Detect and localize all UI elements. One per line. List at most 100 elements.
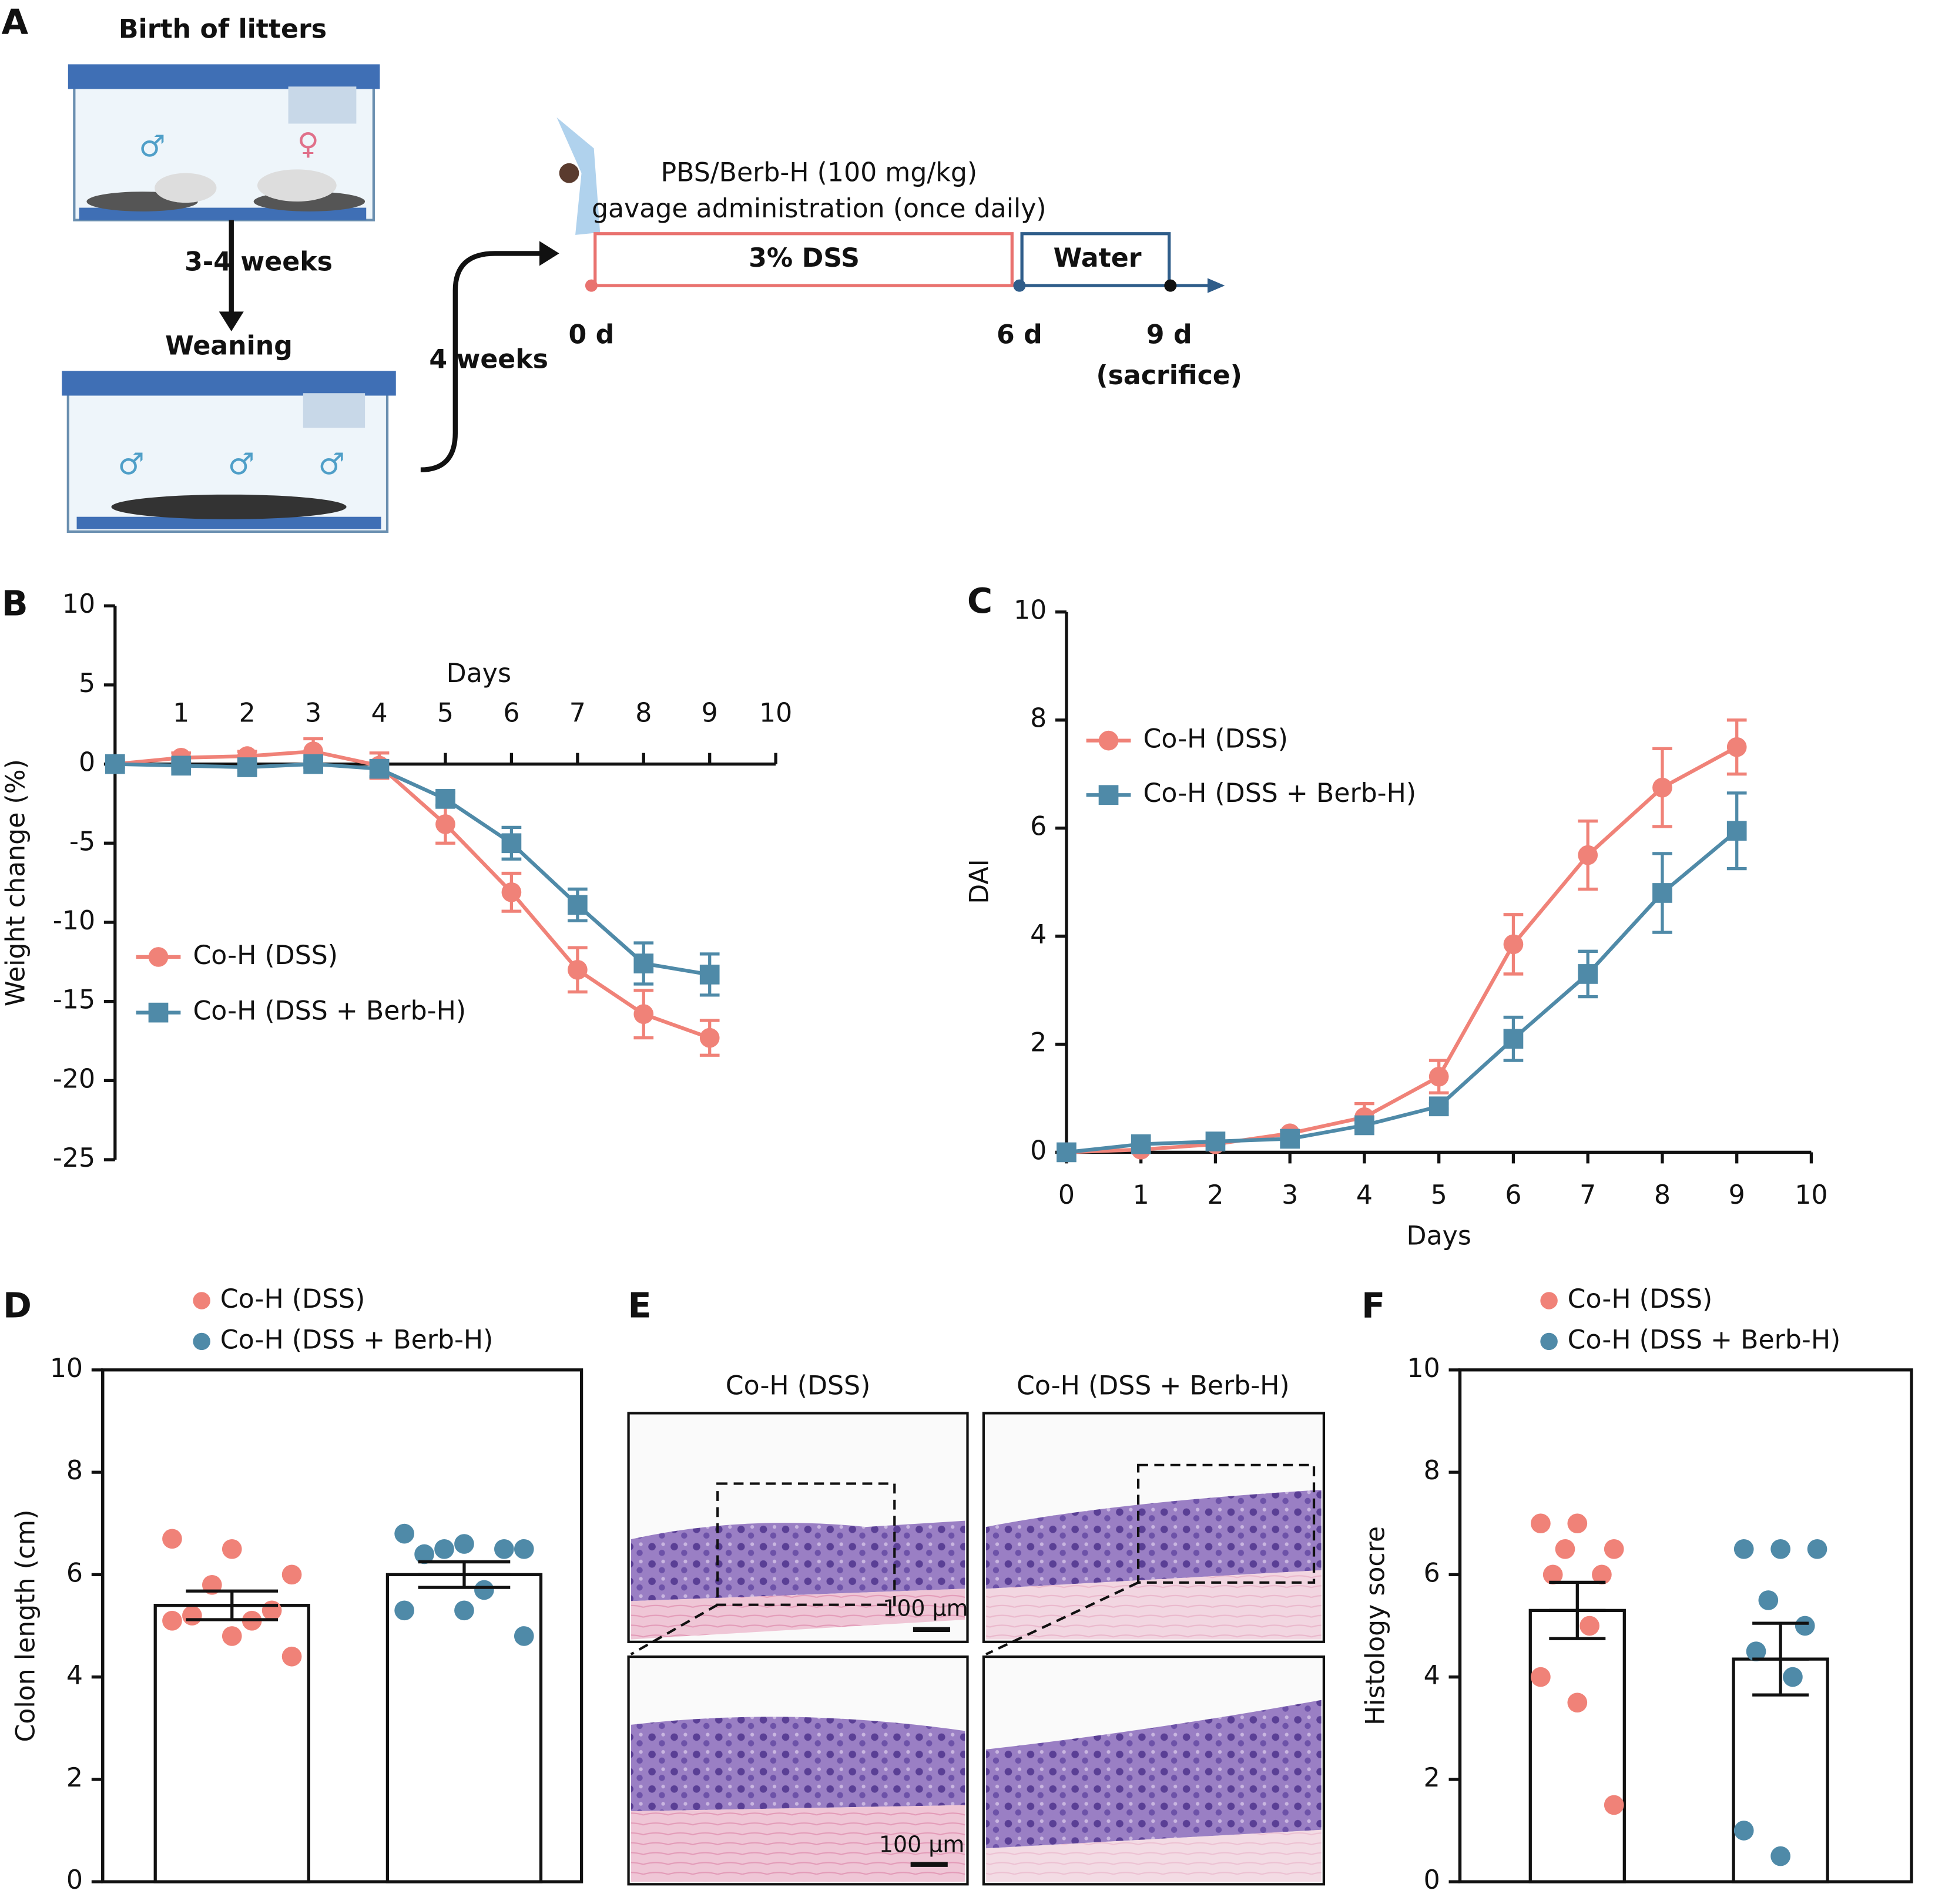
point [1428, 1066, 1449, 1087]
point [1652, 777, 1672, 798]
symbol: ♂ [228, 446, 254, 481]
x-axis-label: Days [1407, 1221, 1471, 1251]
panel-a-drawing [62, 64, 1225, 533]
y-tick-label: 6 [1030, 812, 1047, 842]
data-point [434, 1539, 454, 1559]
point [1652, 883, 1672, 903]
legend-label: Co-H (DSS + Berb-H) [1568, 1325, 1841, 1355]
legend-marker [193, 1292, 210, 1309]
data-point [474, 1580, 494, 1600]
y-tick-label: 6 [1424, 1558, 1440, 1588]
x-axis-label: Days [447, 659, 511, 689]
y-tick-label: -20 [53, 1064, 95, 1094]
data-point [281, 1564, 302, 1585]
data-point [1567, 1693, 1588, 1713]
error-bar [186, 1589, 279, 1621]
series-line [1066, 745, 1738, 1154]
symbol: ♂ [139, 129, 165, 163]
point [369, 758, 390, 779]
image-title: Co-H (DSS) [726, 1371, 871, 1401]
x-tick-label: 6 [503, 698, 519, 728]
legend-label: Co-H (DSS) [220, 1284, 365, 1314]
data-point [281, 1646, 302, 1667]
y-tick-label: 0 [1030, 1136, 1047, 1166]
y-tick-label: -10 [53, 906, 95, 936]
point [699, 965, 720, 985]
series-line [115, 749, 710, 1040]
y-tick-label: 4 [1030, 920, 1047, 950]
x-tick-label: 1 [173, 698, 189, 728]
panel-label: B [2, 583, 28, 623]
point [1205, 1131, 1226, 1151]
image-title: Co-H (DSS + Berb-H) [1017, 1371, 1290, 1401]
data-point [1592, 1564, 1612, 1585]
point [1578, 964, 1598, 984]
x-tick-label: 0 [1058, 1180, 1075, 1210]
point [633, 953, 654, 973]
data-point [454, 1600, 474, 1621]
data-point [394, 1600, 414, 1621]
panel-label: F [1361, 1285, 1385, 1326]
panel-label: C [967, 580, 992, 621]
legend-marker [193, 1332, 210, 1351]
point [1578, 845, 1598, 865]
y-tick-label: 0 [79, 748, 95, 778]
legend-label: Co-H (DSS) [1143, 724, 1288, 754]
x-tick-label: 5 [437, 698, 454, 728]
x-tick-label: 9 [1729, 1180, 1745, 1210]
label: Water [1054, 243, 1142, 273]
point [303, 754, 323, 774]
y-tick-label: 10 [50, 1354, 83, 1383]
data-point [1604, 1539, 1624, 1559]
label: Birth of litters [119, 15, 327, 45]
symbol: ♀ [297, 126, 319, 161]
x-tick-label: 10 [759, 698, 792, 728]
data-point [162, 1529, 182, 1549]
data-point [1555, 1539, 1575, 1559]
label: 6 d [997, 320, 1042, 350]
x-tick-label: 1 [1133, 1180, 1149, 1210]
data-point [514, 1539, 534, 1559]
legend-label: Co-H (DSS) [1568, 1284, 1713, 1314]
point [501, 833, 522, 854]
y-tick-label: 8 [1424, 1456, 1440, 1486]
point [1354, 1115, 1374, 1136]
data-point [222, 1539, 242, 1559]
point [568, 959, 588, 980]
y-tick-label: 10 [1407, 1354, 1440, 1383]
y-tick-label: 2 [66, 1763, 83, 1793]
point [1057, 1142, 1077, 1163]
panel-a-text: Birth of litters 3-4 weeks Weaning 4 wee… [118, 15, 1242, 481]
data-point [1531, 1667, 1551, 1687]
point [1726, 737, 1747, 757]
x-tick-label: 4 [371, 698, 387, 728]
y-tick-label: 5 [79, 669, 95, 699]
x-tick-label: 3 [305, 698, 321, 728]
legend-marker [148, 947, 169, 967]
y-axis-label: Weight change (%) [1, 759, 31, 1006]
point [1131, 1134, 1151, 1154]
y-axis-label: DAI [965, 859, 995, 904]
data-point [1770, 1539, 1790, 1559]
point [501, 882, 522, 902]
data-point [182, 1606, 202, 1626]
y-tick-label: -25 [53, 1143, 95, 1173]
x-tick-label: 2 [239, 698, 256, 728]
data-point [162, 1610, 182, 1631]
data-point [514, 1626, 534, 1646]
data-point [1567, 1513, 1588, 1534]
data-point [1758, 1590, 1779, 1610]
y-tick-label: 2 [1424, 1763, 1440, 1793]
label: 3% DSS [749, 243, 860, 273]
legend-marker [1540, 1292, 1558, 1309]
x-tick-label: 5 [1431, 1180, 1447, 1210]
point [1280, 1129, 1300, 1149]
label: 4 weeks [429, 345, 548, 375]
symbol: ♂ [318, 446, 345, 481]
y-axis-label: Histology socre [1360, 1526, 1390, 1725]
data-point [1604, 1795, 1624, 1815]
label: Weaning [165, 331, 293, 361]
label: (sacrifice) [1096, 361, 1242, 391]
y-tick-label: 10 [1014, 596, 1047, 626]
data-point [1531, 1513, 1551, 1534]
